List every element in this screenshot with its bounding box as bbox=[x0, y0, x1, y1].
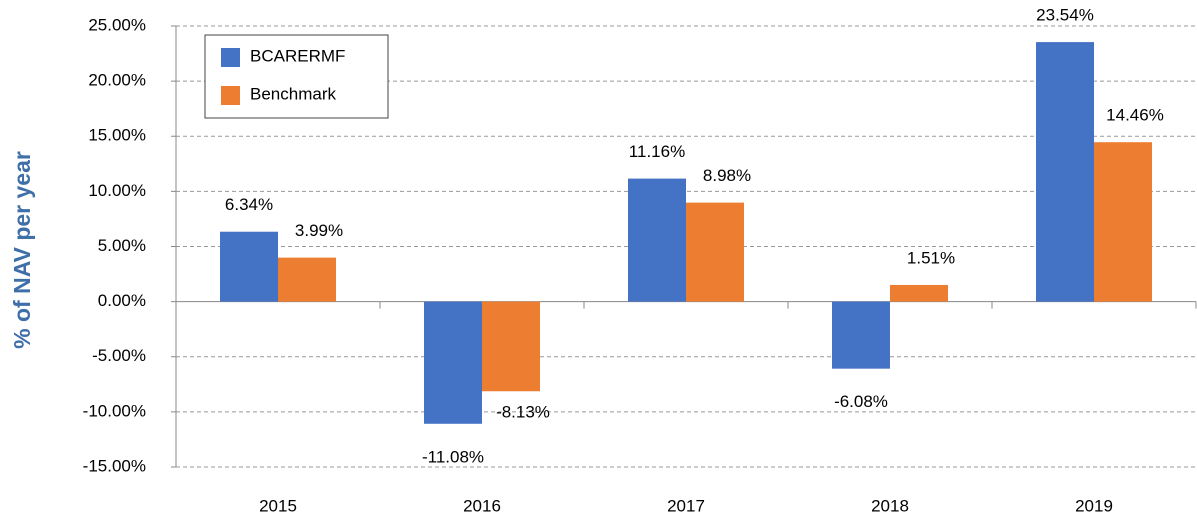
legend-swatch bbox=[221, 86, 240, 105]
x-tick-label: 2015 bbox=[259, 496, 297, 515]
y-tick-label: -10.00% bbox=[83, 401, 146, 420]
y-tick-label: 15.00% bbox=[88, 126, 146, 145]
legend-label: Benchmark bbox=[250, 84, 336, 103]
bar bbox=[1036, 42, 1094, 302]
bar bbox=[482, 301, 540, 392]
y-tick-label: 0.00% bbox=[98, 291, 146, 310]
x-tick-label: 2018 bbox=[871, 496, 909, 515]
data-label: 6.34% bbox=[225, 195, 273, 214]
y-tick-label: 10.00% bbox=[88, 181, 146, 200]
y-tick-label: 5.00% bbox=[98, 236, 146, 255]
bar bbox=[628, 178, 686, 302]
bar bbox=[424, 301, 482, 424]
y-axis-title: % of NAV per year bbox=[9, 151, 35, 349]
y-tick-label: 25.00% bbox=[88, 15, 146, 34]
bar bbox=[832, 301, 890, 369]
y-tick-label: 20.00% bbox=[88, 71, 146, 90]
data-label: 11.16% bbox=[629, 142, 685, 161]
data-label: -11.08% bbox=[422, 447, 484, 466]
data-label: -6.08% bbox=[834, 392, 888, 411]
bar bbox=[278, 257, 336, 302]
x-tick-label: 2016 bbox=[463, 496, 501, 515]
data-label: 1.51% bbox=[907, 248, 955, 267]
data-label: 14.46% bbox=[1106, 106, 1164, 125]
data-label: -8.13% bbox=[496, 403, 550, 422]
legend-label: BCARERMF bbox=[250, 46, 345, 65]
x-tick-label: 2017 bbox=[667, 496, 705, 515]
legend-swatch bbox=[221, 48, 240, 67]
data-label: 8.98% bbox=[703, 166, 751, 185]
data-label: 3.99% bbox=[295, 221, 343, 240]
y-tick-label: -5.00% bbox=[92, 346, 146, 365]
bar bbox=[220, 231, 278, 302]
data-label: 23.54% bbox=[1036, 6, 1094, 25]
y-tick-label: -15.00% bbox=[83, 456, 146, 475]
x-tick-label: 2019 bbox=[1075, 496, 1113, 515]
bar bbox=[686, 202, 744, 302]
bar bbox=[890, 284, 948, 302]
bar bbox=[1094, 142, 1152, 302]
